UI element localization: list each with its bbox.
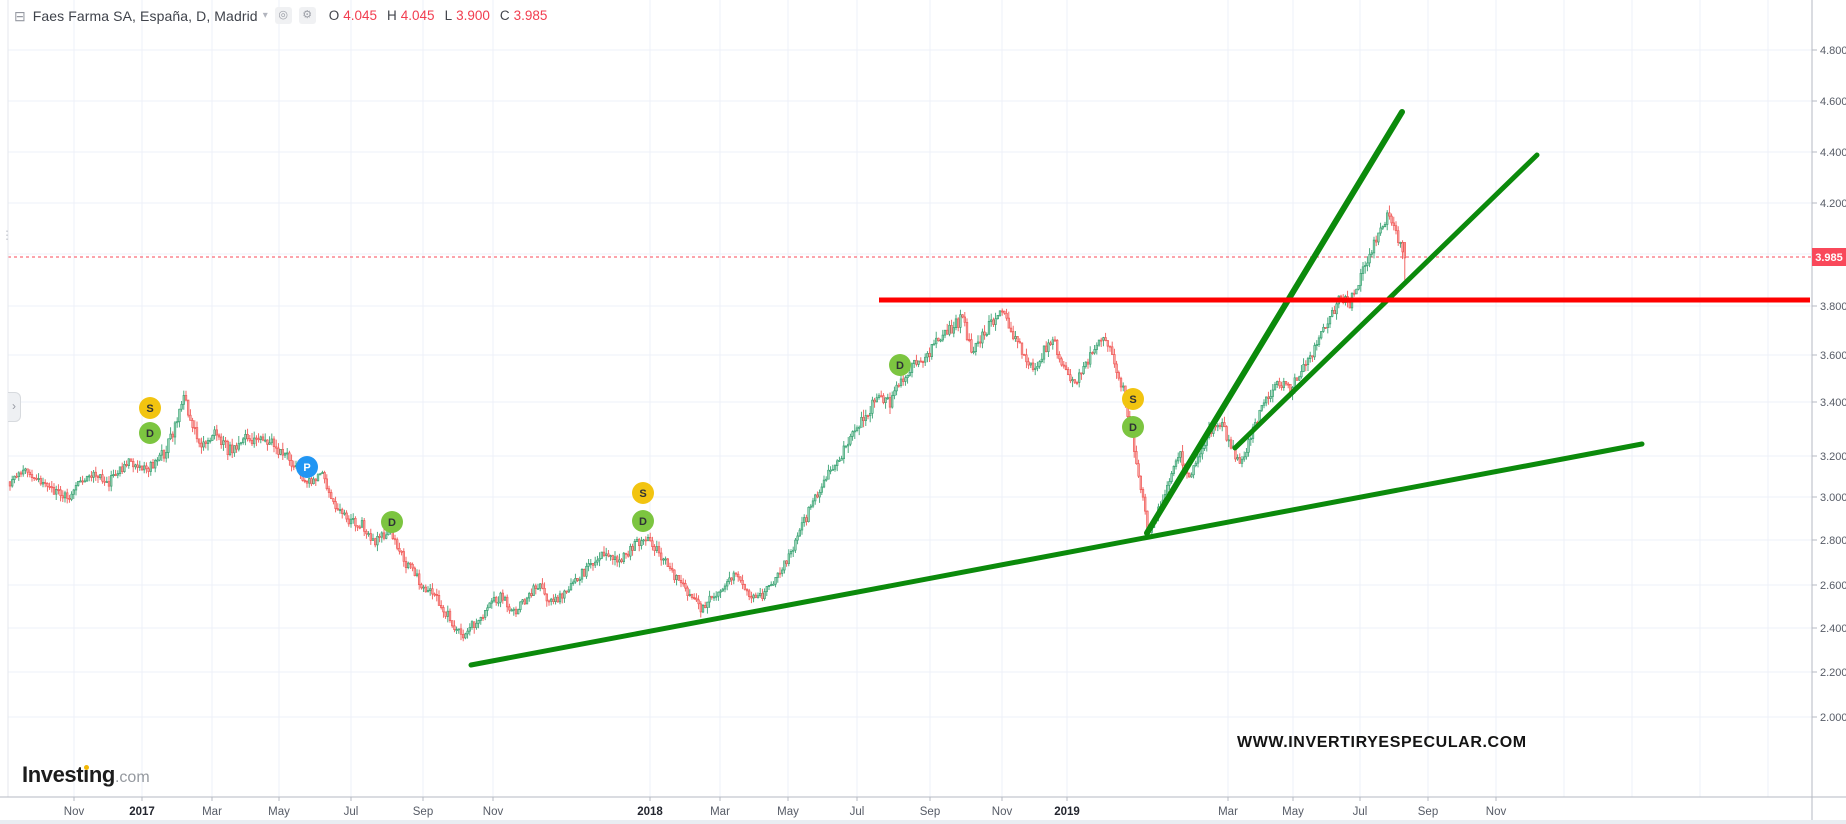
y-tick-label: 3.200: [1820, 451, 1846, 463]
x-tick-label: 2019: [1054, 806, 1080, 818]
x-tick-label: Sep: [413, 806, 433, 818]
svg-text:D: D: [388, 517, 396, 529]
candles-down-bodies: [8, 212, 1406, 639]
x-tick-label: Sep: [1418, 806, 1438, 818]
site-watermark: WWW.INVERTIRYESPECULAR.COM: [1237, 734, 1527, 751]
settings-gear-icon[interactable]: ⚙: [298, 7, 316, 24]
svg-text:3.985: 3.985: [1815, 252, 1843, 264]
svg-text:S: S: [146, 403, 153, 415]
camera-icon[interactable]: ◎: [274, 7, 292, 24]
x-tick-label: Jul: [344, 806, 359, 818]
logo-dot: [84, 765, 89, 770]
logo-brand-text: Investing: [22, 762, 115, 787]
y-tick-label: 2.600: [1820, 580, 1846, 592]
y-tick-label: 2.000: [1820, 712, 1846, 724]
investing-logo[interactable]: Investing.com: [22, 762, 150, 788]
y-tick-label: 2.200: [1820, 667, 1846, 679]
x-tick-label: May: [777, 806, 799, 818]
chart-legend: ⊟ Faes Farma SA, España, D, Madrid ▾ ◎ ⚙…: [14, 7, 553, 24]
marker-badge-s: S: [632, 482, 654, 504]
x-tick-label: 2017: [129, 806, 155, 818]
y-tick-label: 4.800: [1820, 45, 1846, 57]
bottom-strip: [0, 820, 1846, 824]
svg-text:S: S: [639, 488, 646, 500]
high-label: H: [387, 8, 397, 23]
marker-badge-s: S: [139, 397, 161, 419]
x-tick-label: Mar: [1218, 806, 1238, 818]
marker-badge-p: P: [296, 456, 318, 478]
marker-badge-d: D: [139, 422, 161, 444]
svg-text:D: D: [1129, 422, 1137, 434]
x-tick-label: Nov: [64, 806, 85, 818]
steep-accel-trendline[interactable]: [1144, 109, 1405, 536]
svg-text:D: D: [146, 428, 154, 440]
svg-text:D: D: [896, 360, 904, 372]
long-support-trendline[interactable]: [468, 441, 1645, 668]
x-tick-label: May: [268, 806, 290, 818]
time-axis[interactable]: Nov 2017 Mar May Jul Sep Nov 2018 Mar May Jul Sep No…: [64, 797, 1507, 818]
x-tick-label: Nov: [992, 806, 1013, 818]
trendline-drawings[interactable]: [468, 109, 1810, 668]
x-tick-label: Nov: [483, 806, 504, 818]
candles-up-wicks: [11, 210, 1401, 640]
svg-text:P: P: [303, 462, 310, 474]
high-value: 4.045: [400, 8, 435, 23]
drawing-toolbar-dots-icon[interactable]: ⋮: [1, 228, 13, 242]
low-label: L: [444, 8, 453, 23]
marker-badge-d: D: [632, 510, 654, 532]
x-tick-label: Jul: [850, 806, 865, 818]
y-tick-label: 2.400: [1820, 623, 1846, 635]
symbol-title[interactable]: Faes Farma SA, España, D, Madrid: [32, 7, 258, 24]
x-tick-label: Sep: [920, 806, 940, 818]
signal-markers: S D P D S D D S D: [139, 354, 1144, 533]
collapse-legend-icon[interactable]: ⊟: [14, 7, 26, 24]
open-label: O: [328, 8, 340, 23]
y-tick-label: 4.600: [1820, 96, 1846, 108]
close-value: 3.985: [513, 8, 548, 23]
svg-text:S: S: [1129, 394, 1136, 406]
ohlc-readout: O 4.045 H 4.045 L 3.900 C 3.985: [329, 8, 554, 23]
x-tick-label: Nov: [1486, 806, 1507, 818]
marker-badge-d: D: [1122, 416, 1144, 438]
x-tick-label: Mar: [710, 806, 730, 818]
y-tick-label: 4.200: [1820, 198, 1846, 210]
candles-down-wicks: [9, 205, 1406, 642]
marker-badge-d: D: [889, 354, 911, 376]
svg-text:D: D: [639, 516, 647, 528]
candles-up-bodies: [11, 212, 1402, 639]
sidebar-expand-handle[interactable]: ›: [8, 392, 21, 422]
y-tick-label: 3.000: [1820, 492, 1846, 504]
symbol-dropdown-icon[interactable]: ▾: [262, 10, 268, 21]
chart-gridlines: [8, 0, 1812, 797]
x-tick-label: May: [1282, 806, 1304, 818]
x-tick-label: Jul: [1353, 806, 1368, 818]
price-axis[interactable]: 4.800 4.600 4.400 4.200 3.800 3.600 3.400 3.200…: [1812, 45, 1846, 724]
x-tick-label: 2018: [637, 806, 663, 818]
candlestick-series: [8, 205, 1406, 642]
open-value: 4.045: [343, 8, 378, 23]
last-price-badge: 3.985: [1812, 248, 1846, 266]
logo-tld-text: .com: [114, 769, 150, 786]
x-tick-label: Mar: [202, 806, 222, 818]
y-tick-label: 3.800: [1820, 301, 1846, 313]
y-tick-label: 2.800: [1820, 535, 1846, 547]
y-tick-label: 3.400: [1820, 397, 1846, 409]
close-label: C: [499, 8, 510, 23]
marker-badge-d: D: [381, 511, 403, 533]
y-tick-label: 3.600: [1820, 350, 1846, 362]
low-value: 3.900: [456, 8, 490, 23]
marker-badge-s: S: [1122, 388, 1144, 410]
y-tick-label: 4.400: [1820, 147, 1846, 159]
